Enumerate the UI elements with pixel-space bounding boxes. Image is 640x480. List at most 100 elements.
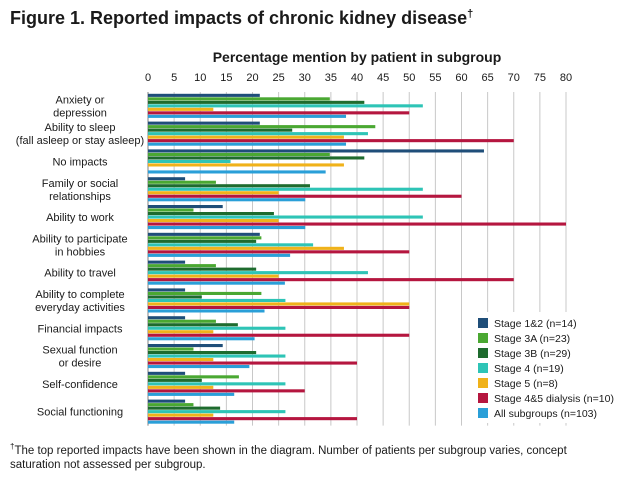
legend-label: Stage 4&5 dialysis (n=10) xyxy=(494,393,614,405)
legend-swatch xyxy=(478,378,488,388)
x-tick-label: 55 xyxy=(429,72,441,84)
x-tick-label: 5 xyxy=(171,72,177,84)
category-label: Ability to complete everyday activities xyxy=(35,289,125,314)
bar xyxy=(148,163,344,167)
bar xyxy=(148,184,310,188)
category-label-line: Ability to travel xyxy=(44,268,116,280)
bar xyxy=(148,365,250,369)
category-label-line: Social functioning xyxy=(37,407,123,419)
footnote-dagger: † xyxy=(10,442,15,451)
x-tick-label: 80 xyxy=(560,72,572,84)
bar xyxy=(148,316,186,320)
bar xyxy=(148,347,194,351)
grid-lines xyxy=(147,92,567,426)
category-labels: Anxiety or depression Ability to sleep (fal… xyxy=(16,94,144,418)
x-tick-label: 35 xyxy=(325,72,337,84)
bar xyxy=(148,385,214,389)
bar xyxy=(148,177,186,181)
category-label-line: Financial impacts xyxy=(38,323,123,335)
legend-swatch xyxy=(478,348,488,358)
bar xyxy=(148,191,279,195)
bar xyxy=(148,413,214,417)
category-label-line: relationships xyxy=(49,191,111,203)
bar xyxy=(148,139,514,143)
bar xyxy=(148,260,186,264)
category-label: Social functioning xyxy=(37,407,123,419)
legend-label: Stage 3B (n=29) xyxy=(494,348,571,360)
figure-title: Figure 1. Reported impacts of chronic ki… xyxy=(10,8,473,29)
legend-swatch xyxy=(478,363,488,373)
figure-title-text: Figure 1. Reported impacts of chronic ki… xyxy=(10,8,468,28)
category-label-line: everyday activities xyxy=(35,302,125,314)
bar xyxy=(148,319,216,323)
bar xyxy=(148,243,314,247)
bar xyxy=(148,305,410,309)
bar xyxy=(148,271,368,275)
bar xyxy=(148,354,286,358)
bar xyxy=(148,135,344,139)
bar xyxy=(148,264,216,268)
bar xyxy=(148,330,214,334)
category-label-line: Self-confidence xyxy=(42,379,118,391)
x-tick-label: 20 xyxy=(246,72,258,84)
bar xyxy=(148,288,186,292)
bar xyxy=(148,121,260,125)
bar xyxy=(148,111,410,115)
category-label-line: Ability to participate xyxy=(32,233,127,245)
bar xyxy=(148,323,238,327)
bar xyxy=(148,281,285,285)
category-label: Family or social relationships xyxy=(42,178,118,203)
bar xyxy=(148,222,566,226)
category-label-line: Family or social xyxy=(42,178,118,190)
footnote-text: The top reported impacts have been shown… xyxy=(10,444,567,471)
category-label-line: Sexual function xyxy=(42,345,117,357)
bar xyxy=(148,250,410,254)
bar xyxy=(148,93,260,97)
x-axis-ticks: 0 5 10 15 20 25 30 35 40 45 50 55 60 65 70 75 80 xyxy=(145,72,572,84)
bar xyxy=(148,326,286,330)
bar xyxy=(148,253,291,257)
bar xyxy=(148,170,326,174)
x-tick-label: 0 xyxy=(145,72,151,84)
bar xyxy=(148,159,231,163)
bar xyxy=(148,375,239,379)
category-label-line: depression xyxy=(53,107,107,119)
x-tick-label: 40 xyxy=(351,72,363,84)
category-label: Ability to sleep (fall asleep or stay asl… xyxy=(16,122,144,147)
bar xyxy=(148,246,344,250)
bar xyxy=(148,267,257,271)
bar xyxy=(148,337,255,341)
bar xyxy=(148,194,462,198)
legend-label: All subgroups (n=103) xyxy=(494,408,597,420)
category-label-line: Ability to sleep xyxy=(45,122,116,134)
legend-label: Stage 3A (n=23) xyxy=(494,333,570,345)
bar xyxy=(148,295,202,299)
bar xyxy=(148,198,306,202)
legend-label: Stage 5 (n=8) xyxy=(494,378,558,390)
category-label: Ability to travel xyxy=(44,268,116,280)
bar xyxy=(148,344,223,348)
x-tick-label: 10 xyxy=(194,72,206,84)
bar xyxy=(148,417,357,421)
bar xyxy=(148,156,365,160)
bar xyxy=(148,100,365,104)
x-tick-label: 65 xyxy=(482,72,494,84)
x-tick-label: 45 xyxy=(377,72,389,84)
bar xyxy=(148,232,260,236)
bar xyxy=(148,239,257,243)
bar xyxy=(148,399,186,403)
bar xyxy=(148,410,286,414)
bar xyxy=(148,291,262,295)
category-label-line: or desire xyxy=(59,358,102,370)
legend: Stage 1&2 (n=14) Stage 3A (n=23) Stage 3B … xyxy=(470,312,622,423)
bar xyxy=(148,180,216,184)
category-label-line: Anxiety or xyxy=(56,94,105,106)
bar xyxy=(148,298,286,302)
chart-title: Percentage mention by patient in subgrou… xyxy=(213,49,502,65)
legend-swatch xyxy=(478,318,488,328)
bar xyxy=(148,420,235,424)
bar xyxy=(148,406,221,410)
bar xyxy=(148,392,235,396)
bar xyxy=(148,226,306,230)
legend-label: Stage 1&2 (n=14) xyxy=(494,318,577,330)
